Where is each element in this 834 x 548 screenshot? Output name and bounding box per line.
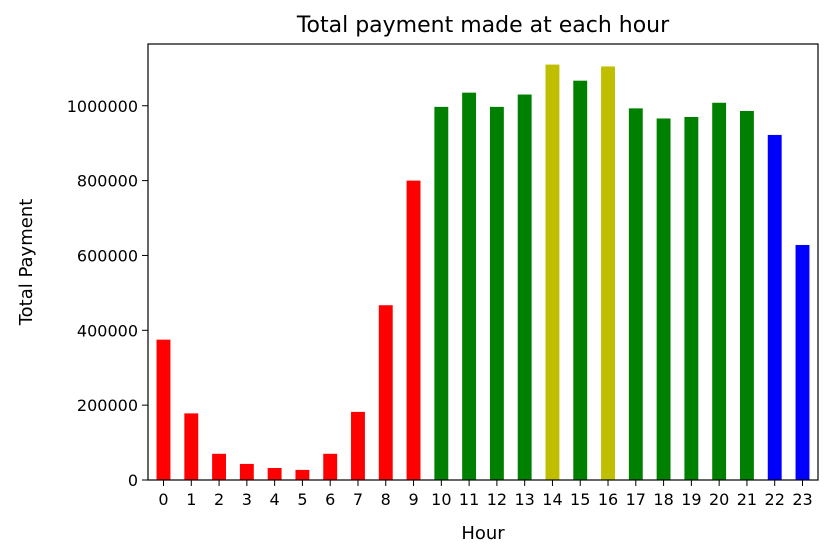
bar-hour-19 bbox=[684, 116, 699, 480]
y-tick-label: 200000 bbox=[77, 396, 138, 415]
plot-area-frame bbox=[147, 43, 819, 481]
x-tick-label: 12 bbox=[487, 490, 507, 509]
x-tick-label: 14 bbox=[542, 490, 562, 509]
x-tick-label: 18 bbox=[653, 490, 673, 509]
x-tick-label: 20 bbox=[709, 490, 729, 509]
x-tick-label: 17 bbox=[626, 490, 646, 509]
bar-hour-18 bbox=[656, 118, 671, 480]
chart-title: Total payment made at each hour bbox=[296, 13, 670, 38]
bar-hour-4 bbox=[267, 468, 282, 480]
x-tick-label: 16 bbox=[598, 490, 618, 509]
x-tick-label: 22 bbox=[765, 490, 785, 509]
bars-group bbox=[156, 64, 810, 481]
x-tick-label: 5 bbox=[297, 490, 307, 509]
bar-hour-21 bbox=[739, 110, 754, 481]
x-tick-label: 3 bbox=[242, 490, 252, 509]
x-tick-label: 15 bbox=[570, 490, 590, 509]
bar-hour-8 bbox=[378, 305, 393, 480]
bar-hour-1 bbox=[184, 413, 199, 480]
y-tick-label: 800000 bbox=[77, 172, 138, 191]
y-tick-label: 0 bbox=[128, 471, 138, 490]
bar-hour-16 bbox=[601, 66, 615, 480]
x-tick-label: 4 bbox=[270, 490, 280, 509]
bar-hour-3 bbox=[239, 463, 254, 480]
x-tick-label: 13 bbox=[514, 490, 534, 509]
x-tick-label: 6 bbox=[325, 490, 335, 509]
bar-hour-22 bbox=[767, 134, 782, 480]
bar-hour-17 bbox=[628, 108, 643, 481]
x-tick-label: 19 bbox=[681, 490, 701, 509]
x-tick-label: 2 bbox=[214, 490, 224, 509]
x-axis-label: Hour bbox=[461, 523, 505, 544]
y-tick-label: 1000000 bbox=[67, 97, 138, 116]
bar-hour-7 bbox=[351, 411, 365, 480]
y-tick-label: 600000 bbox=[77, 246, 138, 265]
x-axis-ticks: 0 1 2 3 4 5 6 7 8 9 10 11 12 13 14 15 16 17 18 19 20 21 22 23 bbox=[158, 480, 813, 509]
x-tick-label: 0 bbox=[158, 490, 168, 509]
x-tick-label: 7 bbox=[353, 490, 363, 509]
x-tick-label: 11 bbox=[459, 490, 479, 509]
bar-hour-12 bbox=[489, 106, 504, 481]
bar-hour-10 bbox=[434, 106, 449, 481]
bar-hour-0 bbox=[156, 339, 171, 480]
x-tick-label: 10 bbox=[431, 490, 451, 509]
bar-hour-20 bbox=[712, 102, 727, 480]
bar-hour-15 bbox=[573, 80, 588, 481]
x-tick-label: 1 bbox=[186, 490, 196, 509]
x-tick-label: 9 bbox=[408, 490, 418, 509]
x-tick-label: 8 bbox=[381, 490, 391, 509]
bar-hour-2 bbox=[212, 453, 227, 480]
bar-hour-9 bbox=[406, 180, 421, 480]
bar-hour-6 bbox=[323, 453, 338, 480]
bar-hour-11 bbox=[462, 92, 477, 481]
bar-hour-23 bbox=[795, 244, 810, 480]
y-tick-label: 400000 bbox=[77, 321, 138, 340]
bar-hour-5 bbox=[295, 469, 310, 480]
y-axis-ticks: 0 200000 400000 600000 800000 1000000 bbox=[67, 97, 148, 490]
bar-hour-13 bbox=[517, 94, 532, 481]
x-tick-label: 21 bbox=[737, 490, 757, 509]
x-tick-label: 23 bbox=[792, 490, 812, 509]
y-axis-label: Total Payment bbox=[16, 199, 37, 327]
bar-hour-14 bbox=[545, 64, 560, 480]
